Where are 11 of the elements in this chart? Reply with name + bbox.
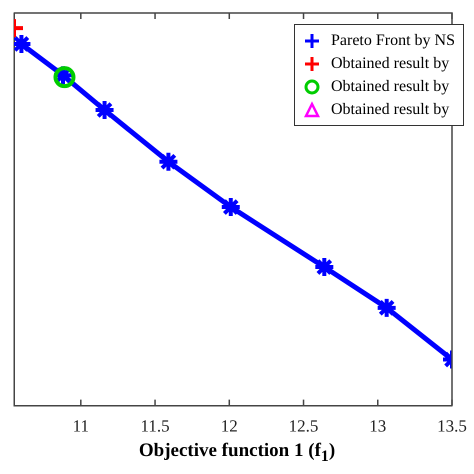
x-tick-label: 13 — [369, 416, 386, 436]
legend-label: Obtained result by — [331, 78, 450, 96]
x-axis-title: Objective function 1 (f$_{1}$) — [138, 440, 336, 466]
legend-label: Obtained result by — [331, 54, 450, 72]
x-tick-label: 12.5 — [288, 416, 318, 436]
legend-label: Pareto Front by NS — [331, 32, 455, 50]
x-tick-label: 13.5 — [437, 416, 467, 436]
x-tick-label: 11 — [72, 416, 89, 436]
x-tick-label: 11.5 — [140, 416, 170, 436]
x-tick-label: 12 — [220, 416, 238, 436]
legend-label: Obtained result by — [331, 100, 450, 118]
